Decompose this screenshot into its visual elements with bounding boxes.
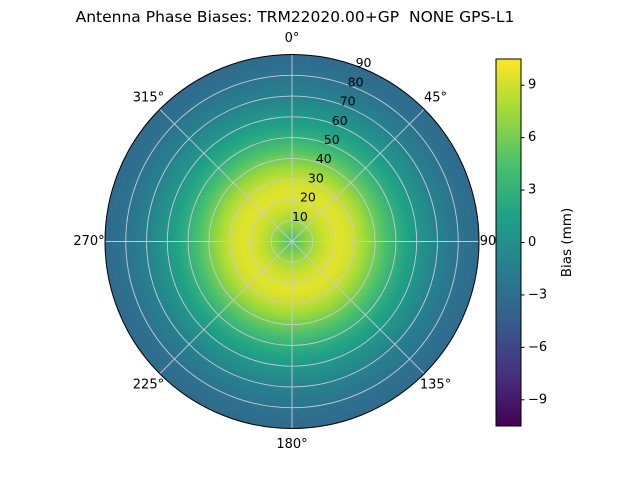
radial-tick-label: 80 [348, 74, 364, 89]
azimuth-tick-label: 45° [424, 90, 447, 105]
azimuth-tick-label: 270° [73, 234, 104, 249]
radial-tick-label: 60 [332, 113, 348, 128]
colorbar-tick-label: 0 [528, 235, 536, 250]
azimuth-tick-label: 135° [420, 378, 451, 393]
azimuth-tick-label: 180° [276, 437, 307, 452]
grid-spoke [291, 108, 425, 242]
radial-tick-label: 10 [292, 209, 308, 224]
colorbar-axis-label: Bias (mm) [559, 208, 575, 277]
azimuth-tick-label: 0° [285, 31, 300, 46]
polar-outline [104, 54, 480, 429]
colorbar-gradient [495, 58, 522, 427]
azimuth-tick-label: 225° [133, 378, 164, 393]
colorbar-tick-label: 9 [528, 78, 536, 93]
grid-spoke [291, 241, 425, 375]
polar-grid [105, 54, 479, 429]
colorbar-tick-label: −3 [528, 287, 547, 302]
radial-tick-label: 40 [316, 151, 332, 166]
radial-tick-label: 20 [300, 190, 316, 205]
azimuth-tick-labels: 0° 45° 90 135° 180° 225° 270° 315° [73, 31, 496, 452]
azimuth-tick-label: 315° [133, 90, 164, 105]
colorbar: 9 6 3 0 −3 −6 −9 [495, 58, 547, 427]
colorbar-tick-label: −6 [528, 340, 547, 355]
radial-tick-label: 50 [324, 132, 340, 147]
colorbar-tick-label: 6 [528, 130, 536, 145]
azimuth-tick-label: 90 [480, 234, 497, 249]
radial-tick-label: 70 [340, 94, 356, 109]
colorbar-tick-label: −9 [528, 392, 547, 407]
plot-title: Antenna Phase Biases: TRM22020.00+GP NON… [76, 8, 515, 26]
grid-spoke [159, 241, 293, 375]
radial-tick-label: 30 [308, 170, 324, 185]
grid-spoke [159, 108, 293, 242]
radial-tick-label: 90 [356, 55, 372, 70]
colorbar-tick-label: 3 [528, 183, 536, 198]
radial-tick-labels: 10 20 30 40 50 60 70 80 90 [292, 55, 372, 224]
